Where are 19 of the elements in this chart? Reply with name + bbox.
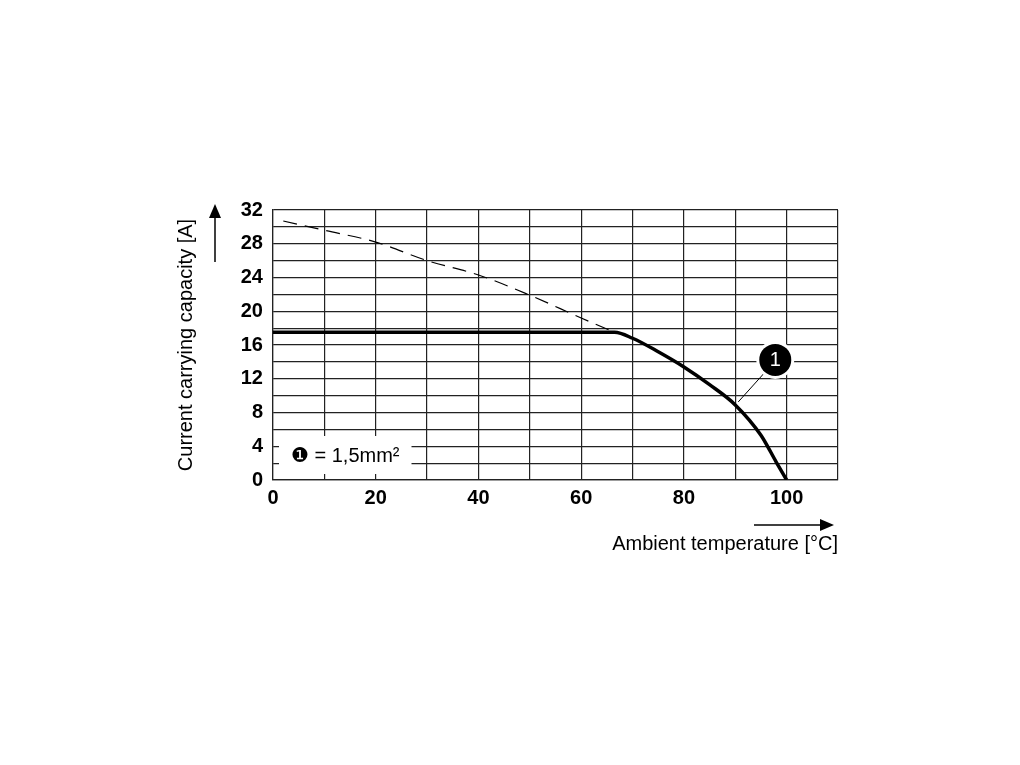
y-tick-label: 0 xyxy=(251,467,263,490)
text: 1 xyxy=(769,348,781,371)
y-tick-label: 8 xyxy=(251,400,263,423)
y-tick-label: 16 xyxy=(240,332,263,355)
x-tick-label: 0 xyxy=(267,485,279,508)
x-tick-label: 60 xyxy=(570,485,593,508)
y-tick-label: 24 xyxy=(240,265,264,288)
y-tick-label: 12 xyxy=(240,366,263,389)
x-tick-label: 80 xyxy=(672,485,696,508)
y-tick-label: 32 xyxy=(240,197,263,220)
x-tick-label: 20 xyxy=(364,485,387,508)
y-tick-label: 4 xyxy=(251,433,264,456)
x-axis-title: Ambient temperature [°C] xyxy=(612,531,838,554)
y-tick-label: 28 xyxy=(240,231,263,254)
y-axis-title: Current carrying capacity [A] xyxy=(173,218,196,472)
annotation: ❶ = 1,5mm² xyxy=(291,443,400,466)
x-tick-label: 100 xyxy=(769,485,804,508)
x-tick-label: 40 xyxy=(467,485,490,508)
y-tick-label: 20 xyxy=(240,298,263,321)
